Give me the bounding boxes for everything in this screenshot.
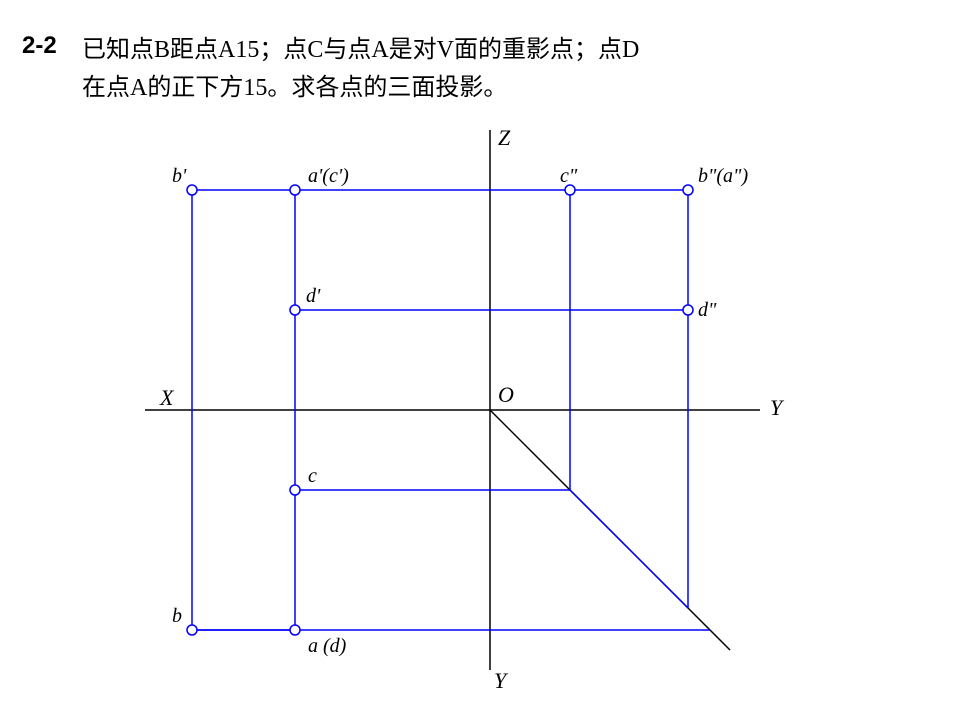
label-d-double-prime: d" [698, 299, 717, 321]
point-d-prime [290, 305, 300, 315]
label-b-double-a-double: b"(a") [698, 165, 748, 187]
point-d-double-prime [683, 305, 693, 315]
labels-group: b' a'(c') c" b"(a") d' d" c b a (d) X Y Y Z O [159, 125, 785, 693]
projection-diagram: b' a'(c') c" b"(a") d' d" c b a (d) X Y Y Z O [120, 120, 840, 700]
axis-label-Y_right: Y [770, 395, 785, 420]
diagram-svg: b' a'(c') c" b"(a") d' d" c b a (d) X Y Y Z O [120, 120, 840, 700]
problem-number: 2-2 [22, 32, 57, 60]
label-b: b [172, 605, 182, 627]
label-c-double-prime: c" [560, 165, 578, 187]
point-c [290, 485, 300, 495]
label-a-d: a (d) [308, 635, 347, 657]
axis-label-Y_down: Y [494, 668, 509, 693]
projection-line-7 [570, 490, 688, 608]
point-a-prime-c-prime [290, 185, 300, 195]
point-b-double-a-double [683, 185, 693, 195]
axis-label-O: O [498, 382, 514, 407]
point-b-prime [187, 185, 197, 195]
point-b [187, 625, 197, 635]
label-c: c [308, 465, 317, 487]
label-d-prime: d' [306, 285, 321, 307]
problem-text-line1: 已知点B距点A15；点C与点A是对V面的重影点；点D [82, 32, 639, 68]
problem-text-line2: 在点A的正下方15。求各点的三面投影。 [82, 70, 507, 106]
point-a-d [290, 625, 300, 635]
axis-label-Z: Z [498, 125, 511, 150]
axis-label-X: X [159, 385, 175, 410]
label-b-prime: b' [172, 165, 187, 187]
axes-group [145, 130, 760, 670]
label-a-prime-c-prime: a'(c') [308, 165, 349, 187]
